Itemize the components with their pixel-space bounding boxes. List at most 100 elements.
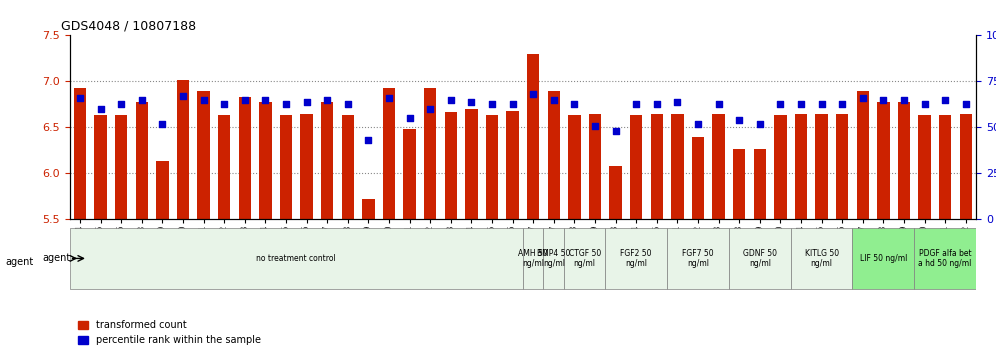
Point: [773, 101, 789, 106]
Point: [648, 101, 664, 106]
Text: PDGF alfa bet
a hd 50 ng/ml: PDGF alfa bet a hd 50 ng/ml: [918, 249, 972, 268]
Bar: [754, 149, 766, 219]
Point: [154, 121, 170, 127]
Bar: [506, 111, 519, 219]
Bar: [671, 114, 683, 219]
FancyBboxPatch shape: [791, 228, 853, 289]
Bar: [197, 91, 210, 219]
Point: [463, 99, 479, 104]
Point: [567, 101, 583, 106]
FancyBboxPatch shape: [606, 228, 667, 289]
Text: AMH 50
ng/ml: AMH 50 ng/ml: [518, 249, 548, 268]
Text: agent: agent: [43, 253, 71, 263]
Point: [690, 121, 706, 127]
Point: [278, 101, 294, 106]
Bar: [444, 112, 457, 219]
Bar: [74, 88, 87, 219]
Bar: [774, 115, 787, 219]
Point: [731, 117, 747, 123]
Bar: [939, 115, 951, 219]
Point: [72, 95, 88, 101]
Point: [361, 137, 376, 143]
Point: [216, 101, 232, 106]
Point: [505, 101, 521, 106]
Bar: [795, 114, 807, 219]
Bar: [959, 114, 972, 219]
Point: [195, 97, 211, 103]
Bar: [630, 115, 642, 219]
Point: [835, 101, 851, 106]
Bar: [692, 137, 704, 219]
Point: [525, 91, 541, 97]
FancyBboxPatch shape: [523, 228, 544, 289]
Bar: [239, 97, 251, 219]
Point: [257, 97, 273, 103]
Bar: [116, 115, 127, 219]
Bar: [836, 114, 849, 219]
Point: [855, 95, 871, 101]
Bar: [321, 102, 334, 219]
Point: [114, 101, 129, 106]
Bar: [897, 102, 910, 219]
FancyBboxPatch shape: [70, 228, 523, 289]
Bar: [548, 91, 560, 219]
FancyBboxPatch shape: [853, 228, 914, 289]
Point: [133, 97, 149, 103]
Point: [381, 95, 397, 101]
Point: [401, 115, 417, 121]
Bar: [177, 80, 189, 219]
Text: GDS4048 / 10807188: GDS4048 / 10807188: [61, 20, 196, 33]
Point: [443, 97, 459, 103]
Point: [814, 101, 830, 106]
Text: BMP4 50
ng/ml: BMP4 50 ng/ml: [537, 249, 571, 268]
Bar: [382, 88, 395, 219]
Bar: [712, 114, 725, 219]
Point: [587, 123, 603, 129]
Point: [340, 101, 356, 106]
Bar: [95, 115, 107, 219]
Bar: [733, 149, 745, 219]
Bar: [403, 129, 415, 219]
Bar: [589, 114, 602, 219]
Point: [320, 97, 336, 103]
Bar: [280, 115, 292, 219]
Bar: [465, 109, 478, 219]
Point: [484, 101, 500, 106]
Bar: [301, 114, 313, 219]
FancyBboxPatch shape: [667, 228, 729, 289]
Bar: [342, 115, 354, 219]
Point: [875, 97, 891, 103]
Text: CTGF 50
ng/ml: CTGF 50 ng/ml: [569, 249, 601, 268]
Bar: [650, 114, 663, 219]
Point: [628, 101, 644, 106]
Bar: [857, 91, 869, 219]
Text: KITLG 50
ng/ml: KITLG 50 ng/ml: [805, 249, 839, 268]
Point: [896, 97, 912, 103]
Bar: [877, 102, 889, 219]
Text: GDNF 50
ng/ml: GDNF 50 ng/ml: [743, 249, 777, 268]
FancyBboxPatch shape: [564, 228, 606, 289]
FancyBboxPatch shape: [544, 228, 564, 289]
Bar: [816, 114, 828, 219]
Bar: [363, 199, 374, 219]
Point: [175, 93, 191, 99]
FancyBboxPatch shape: [914, 228, 976, 289]
Bar: [259, 102, 272, 219]
Legend: transformed count, percentile rank within the sample: transformed count, percentile rank withi…: [75, 316, 265, 349]
Point: [937, 97, 953, 103]
Point: [958, 101, 974, 106]
Point: [916, 101, 932, 106]
Point: [608, 128, 623, 134]
Bar: [568, 115, 581, 219]
Point: [793, 101, 809, 106]
Text: agent: agent: [5, 257, 33, 267]
Point: [710, 101, 726, 106]
Point: [299, 99, 315, 104]
Point: [422, 106, 438, 112]
Bar: [527, 54, 540, 219]
Point: [546, 97, 562, 103]
Text: FGF2 50
ng/ml: FGF2 50 ng/ml: [621, 249, 652, 268]
FancyBboxPatch shape: [729, 228, 791, 289]
Point: [669, 99, 685, 104]
Text: LIF 50 ng/ml: LIF 50 ng/ml: [860, 254, 907, 263]
